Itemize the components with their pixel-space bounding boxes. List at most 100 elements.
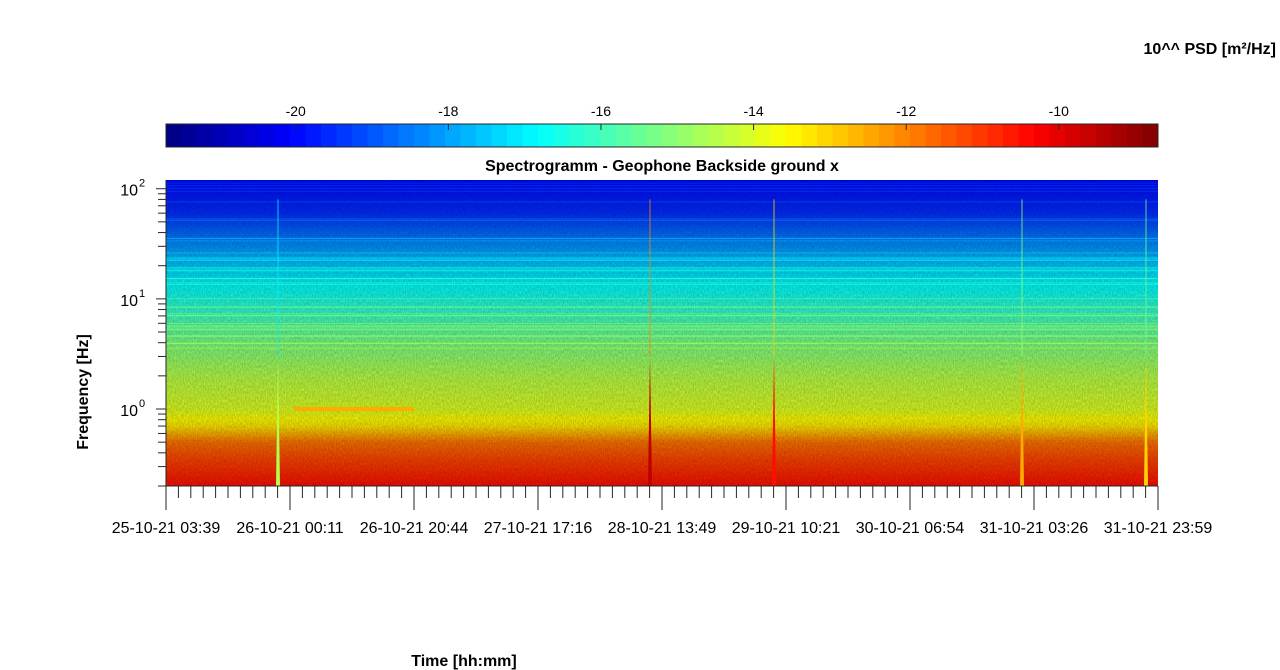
x-ticks: 25-10-21 03:39 26-10-21 00:11 26-10-21 20:… [112, 486, 1213, 537]
colorbar-step [848, 124, 864, 147]
colorbar-step [553, 124, 570, 147]
colorbar-step [507, 124, 523, 147]
colorbar-step [894, 124, 911, 147]
y-tick-exponent: 1 [139, 288, 145, 300]
colorbar-step [677, 124, 694, 147]
y-tick-label: 10 [120, 183, 138, 200]
colorbar-step [228, 124, 244, 147]
x-tick-label: 25-10-21 03:39 [112, 520, 221, 537]
event-spike [1020, 356, 1024, 486]
colorbar-step [1018, 124, 1035, 147]
colorbar-step [879, 124, 895, 147]
colorbar-step [646, 124, 663, 147]
colorbar-step [693, 124, 709, 147]
colorbar-step [662, 124, 678, 147]
spectrogram-line [166, 342, 1158, 344]
colorbar-step [1111, 124, 1128, 147]
colorbar-step [739, 124, 756, 147]
x-tick-label: 26-10-21 00:11 [236, 520, 343, 537]
x-tick-label: 29-10-21 10:21 [732, 520, 841, 537]
colorbar-step [600, 124, 616, 147]
spectrogram-line [166, 328, 1158, 330]
colorbar-step [1127, 124, 1143, 147]
colorbar-step [832, 124, 849, 147]
colorbar-step [212, 124, 229, 147]
colorbar-step [956, 124, 973, 147]
colorbar-step [863, 124, 880, 147]
colorbar-step [460, 124, 477, 147]
colorbar-step [414, 124, 430, 147]
spectrogram-line [166, 306, 1158, 308]
spectrogram-line [166, 201, 1158, 203]
spectrogram-line [166, 277, 1158, 279]
colorbar-step [1065, 124, 1081, 147]
spectrogram-line [166, 323, 1158, 325]
event-spike [1144, 356, 1148, 486]
colorbar-frame [165, 123, 1159, 148]
x-tick-label: 28-10-21 13:49 [608, 520, 717, 537]
colorbar-tick-label: -14 [743, 103, 763, 119]
y-tick-label: 10 [120, 403, 138, 420]
colorbar-step [181, 124, 198, 147]
spectrogram-line [166, 315, 1158, 317]
x-axis-label: Time [hh:mm] [411, 653, 516, 670]
y-tick-exponent: 0 [139, 398, 145, 410]
x-tick-label: 27-10-21 17:16 [484, 520, 593, 537]
spectrogram-line [166, 325, 1158, 327]
colorbar-step [336, 124, 353, 147]
colorbar-step [259, 124, 275, 147]
spectrogram-line [166, 270, 1158, 272]
colorbar-step [383, 124, 399, 147]
spectrogram-line [166, 237, 1158, 239]
spectrogram-line [166, 347, 1158, 349]
event-spike [276, 356, 280, 486]
colorbar: -20 -18 -16 -14 -12 -10 [165, 103, 1159, 148]
spectrogram-line [166, 240, 1158, 242]
colorbar-step [724, 124, 740, 147]
colorbar-tick-label: -12 [896, 103, 916, 119]
colorbar-step [538, 124, 554, 147]
colorbar-step [910, 124, 926, 147]
colorbar-step [770, 124, 787, 147]
colorbar-step [522, 124, 539, 147]
colorbar-step [972, 124, 988, 147]
colorbar-step [367, 124, 384, 147]
colorbar-step [321, 124, 337, 147]
colorbar-step [615, 124, 632, 147]
colorbar-step [1003, 124, 1019, 147]
colorbar-step [584, 124, 601, 147]
colorbar-step [290, 124, 306, 147]
colorbar-step [817, 124, 833, 147]
spectrogram-line [166, 269, 1158, 271]
spectrogram-line [166, 257, 1158, 259]
colorbar-step [1034, 124, 1050, 147]
colorbar-step [197, 124, 213, 147]
axes: 25-10-21 03:39 26-10-21 00:11 26-10-21 20:… [112, 178, 1213, 537]
colorbar-step [755, 124, 771, 147]
spectrogram-line [166, 282, 1158, 284]
spectrogram-line [166, 259, 1158, 261]
event-spike [772, 356, 776, 486]
colorbar-tick-label: -16 [591, 103, 611, 119]
event-spike [648, 356, 652, 486]
tonal-line [294, 407, 414, 412]
colorbar-step [1080, 124, 1097, 147]
colorbar-step [1049, 124, 1066, 147]
spectrogram-line [166, 336, 1158, 338]
spectrogram-line [166, 185, 1158, 187]
spectrogram-line [166, 306, 1158, 308]
spectrogram-line [166, 268, 1158, 270]
colorbar-tick-label: -20 [286, 103, 306, 119]
x-tick-label: 30-10-21 06:54 [856, 520, 965, 537]
x-tick-label: 26-10-21 20:44 [360, 520, 469, 537]
spectrogram-line [166, 298, 1158, 300]
colorbar-step [352, 124, 368, 147]
spectrogram-line [166, 283, 1158, 285]
colorbar-step [569, 124, 585, 147]
spectrogram-line [166, 218, 1158, 220]
x-tick-label: 31-10-21 23:59 [1104, 520, 1213, 537]
spectrogram-line [166, 267, 1158, 269]
colorbar-step [1096, 124, 1112, 147]
spectrogram-line [166, 182, 1158, 184]
